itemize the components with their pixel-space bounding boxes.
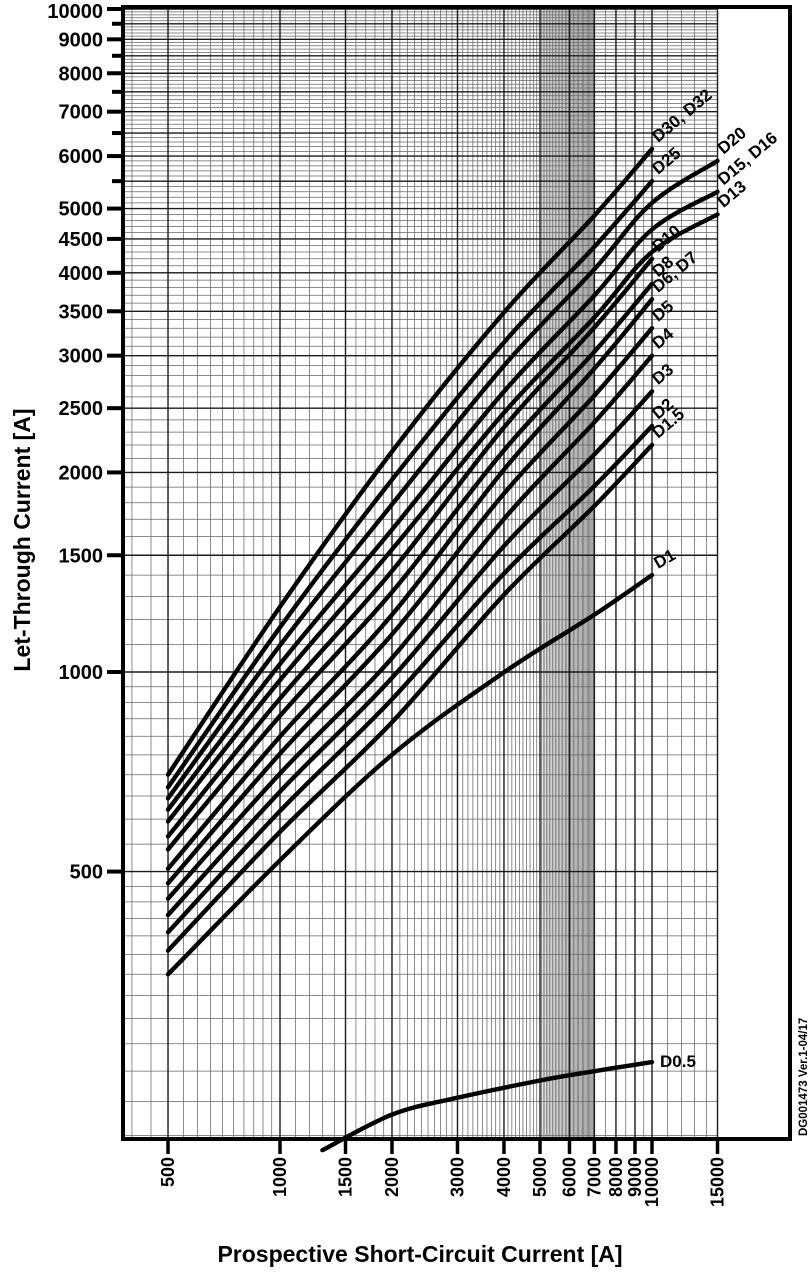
- x-tick-label-10000: 10000: [642, 1157, 662, 1207]
- x-tick-label-5000: 5000: [530, 1157, 550, 1197]
- curve-d10: [165, 256, 655, 839]
- x-tick-label-4000: 4000: [494, 1157, 514, 1197]
- y-tick-label-2000: 2000: [59, 462, 104, 484]
- y-tick-label-500: 500: [70, 862, 103, 884]
- plot-border: [121, 5, 792, 1141]
- y-tick-label-7000: 7000: [59, 102, 104, 124]
- axis-tick-labels: 500 1000 1500 2000 3000 4000 5000 6000 7000 8000 9…: [47, 1, 727, 1207]
- curve-d13: [165, 212, 720, 824]
- curve-label-d0-5: D0.5: [660, 1052, 696, 1071]
- y-axis-title: Let-Through Current [A]: [9, 408, 35, 671]
- x-axis-title: Prospective Short-Circuit Current [A]: [217, 1241, 622, 1267]
- x-tick-label-1500: 1500: [336, 1157, 356, 1197]
- y-tick-label-4500: 4500: [59, 229, 104, 251]
- y-tick-label-5000: 5000: [59, 199, 104, 221]
- y-tick-label-8000: 8000: [59, 63, 104, 85]
- y-tick-label-2500: 2500: [59, 398, 104, 420]
- curve-d2: [165, 423, 655, 935]
- curve-d20: [165, 158, 720, 801]
- x-tick-label-9000: 9000: [625, 1157, 645, 1197]
- y-tick-label-4000: 4000: [59, 263, 104, 285]
- curve-d8: [165, 281, 655, 852]
- grid-minor-lines: [123, 7, 718, 1139]
- y-tick-label-10000: 10000: [47, 1, 103, 23]
- curve-d6-d7: [165, 297, 655, 871]
- y-tick-label-6000: 6000: [59, 146, 104, 168]
- y-tick-label-1500: 1500: [59, 545, 104, 567]
- curve-d1: [165, 572, 655, 977]
- y-tick-label-3000: 3000: [59, 346, 104, 368]
- y-tick-label-9000: 9000: [59, 29, 104, 51]
- axis-ticks: [107, 7, 720, 1154]
- x-tick-label-8000: 8000: [606, 1157, 626, 1197]
- curve-d0-5: [320, 1059, 655, 1153]
- y-tick-label-1000: 1000: [59, 662, 104, 684]
- curve-d15-d16: [165, 189, 720, 812]
- x-tick-label-15000: 15000: [708, 1157, 728, 1207]
- curves: [165, 146, 720, 1153]
- curve-d1-5: [165, 442, 655, 953]
- x-tick-label-1000: 1000: [270, 1157, 290, 1197]
- x-tick-label-3000: 3000: [448, 1157, 468, 1197]
- document-code: DG001473 Ver.1-04/17: [798, 1018, 810, 1136]
- curve-label-d1: D1: [651, 545, 679, 572]
- curve-d4: [165, 353, 655, 901]
- x-tick-label-7000: 7000: [584, 1157, 604, 1197]
- x-tick-label-500: 500: [158, 1157, 178, 1187]
- x-tick-label-6000: 6000: [560, 1157, 580, 1197]
- curve-d30-d32: [165, 146, 655, 777]
- curve-d3: [165, 389, 655, 918]
- y-tick-label-3500: 3500: [59, 301, 104, 323]
- x-tick-label-2000: 2000: [382, 1157, 402, 1197]
- curve-d5: [165, 326, 655, 886]
- curve-d25: [165, 178, 655, 790]
